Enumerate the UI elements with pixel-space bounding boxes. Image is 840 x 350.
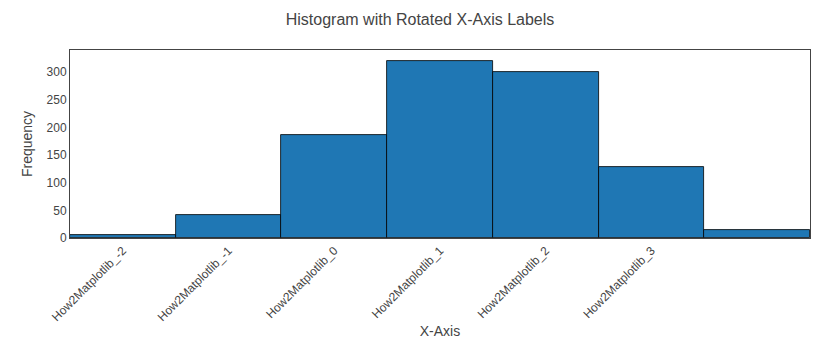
svg-text:300: 300 [47,65,67,79]
svg-text:200: 200 [47,121,67,135]
svg-text:100: 100 [47,176,67,190]
svg-text:How2Matplotlib_-1: How2Matplotlib_-1 [155,244,235,324]
svg-text:Histogram with Rotated X-Axis: Histogram with Rotated X-Axis Labels [286,11,555,28]
svg-text:How2Matplotlib_2: How2Matplotlib_2 [475,244,553,322]
svg-text:Frequency: Frequency [19,111,35,177]
svg-text:How2Matplotlib_1: How2Matplotlib_1 [369,244,447,322]
svg-text:150: 150 [47,148,67,162]
svg-text:How2Matplotlib_3: How2Matplotlib_3 [580,244,658,322]
svg-text:How2Matplotlib_0: How2Matplotlib_0 [263,244,341,322]
svg-text:0: 0 [60,231,67,245]
svg-text:X-Axis: X-Axis [420,323,460,339]
svg-text:How2Matplotlib_-2: How2Matplotlib_-2 [49,244,129,324]
svg-text:250: 250 [47,93,67,107]
svg-text:50: 50 [53,204,67,218]
